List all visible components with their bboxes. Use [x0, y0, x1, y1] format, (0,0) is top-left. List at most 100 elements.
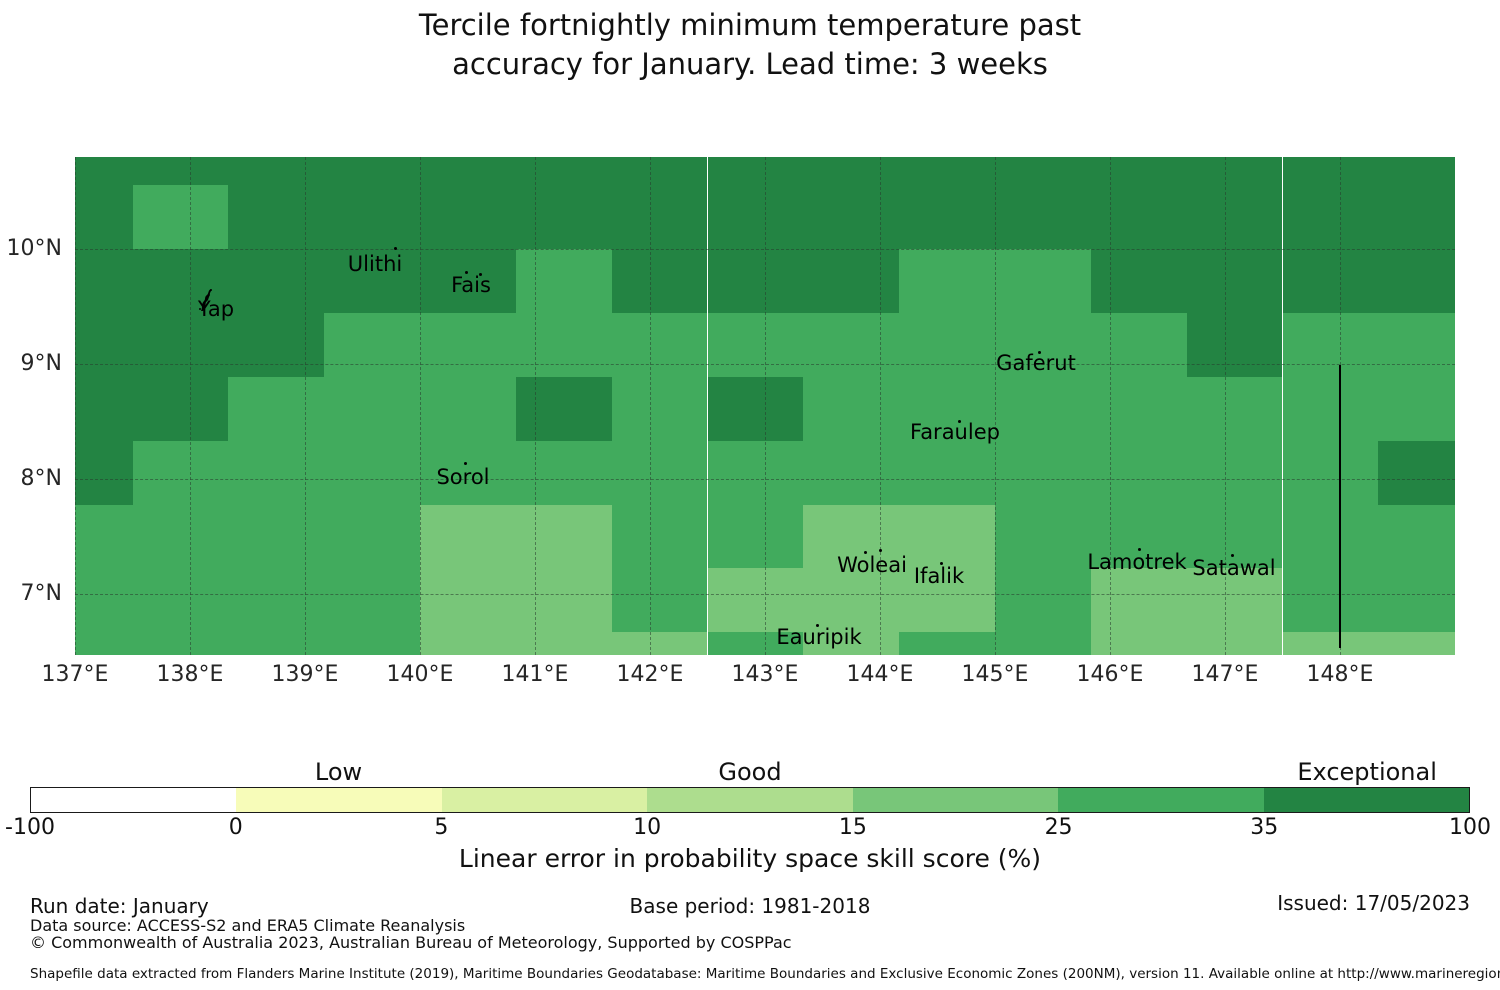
map-cell — [132, 504, 229, 569]
island-label: Sorol — [436, 465, 490, 489]
map-cell — [803, 504, 900, 569]
shapefile-attribution-text: Shapefile data extracted from Flanders M… — [30, 966, 1500, 982]
island-marker-dot — [940, 562, 943, 565]
eez-boundary-line — [1339, 365, 1341, 648]
map-cell — [324, 312, 420, 377]
map-cell — [899, 632, 995, 655]
map-cell — [1282, 568, 1379, 633]
map-cell — [1282, 157, 1379, 186]
longitude-tick-label: 140°E — [386, 662, 454, 687]
island-marker-dot — [1038, 351, 1041, 354]
colorbar-category-label: Good — [718, 758, 782, 786]
map-cell — [995, 440, 1091, 505]
copyright-text: © Commonwealth of Australia 2023, Austra… — [30, 933, 792, 952]
map-cell — [1378, 632, 1455, 655]
island-label: Satawal — [1192, 556, 1276, 580]
longitude-gridline — [1225, 157, 1226, 655]
map-cell — [75, 157, 133, 186]
latitude-gridline — [75, 479, 1455, 480]
longitude-tick-label: 148°E — [1306, 662, 1374, 687]
map-cell — [995, 632, 1091, 655]
map-cell — [1090, 185, 1187, 249]
map-cell — [420, 157, 516, 186]
map-cell — [1186, 157, 1283, 186]
map-cell — [611, 440, 708, 505]
map-cell — [707, 249, 804, 313]
run-date-text: Run date: January — [30, 894, 209, 918]
map-cell — [1282, 249, 1379, 313]
longitude-tick-label: 146°E — [1076, 662, 1144, 687]
map-cell — [132, 185, 229, 249]
island-marker-dot — [465, 271, 468, 274]
map-cell — [1090, 249, 1187, 313]
base-period-text: Base period: 1981-2018 — [629, 894, 871, 918]
map-cell — [1282, 185, 1379, 249]
map-cell — [1186, 440, 1283, 505]
map-cell — [1090, 440, 1187, 505]
island-label: Yap — [197, 297, 235, 321]
map-cell — [132, 632, 229, 655]
map-cell — [995, 376, 1091, 441]
colorbar-segment — [31, 788, 237, 812]
map-cell — [611, 504, 708, 569]
map-cell — [228, 185, 325, 249]
map-cell — [995, 504, 1091, 569]
map-cell — [803, 376, 900, 441]
latitude-gridline — [75, 364, 1455, 365]
map-cell — [1378, 376, 1455, 441]
data-source-text: Data source: ACCESS-S2 and ERA5 Climate … — [30, 916, 466, 935]
longitude-tick-label: 147°E — [1191, 662, 1259, 687]
map-cell — [420, 568, 516, 633]
map-cell — [1378, 440, 1455, 505]
map-cell — [1282, 440, 1379, 505]
longitude-tick-label: 142°E — [616, 662, 684, 687]
map-cell — [707, 504, 804, 569]
map-cell — [995, 157, 1091, 186]
longitude-gridline — [190, 157, 191, 655]
island-marker-dot — [1138, 548, 1141, 551]
island-label: Ulithi — [347, 252, 403, 276]
longitude-tick-label: 143°E — [731, 662, 799, 687]
map-cell — [1186, 185, 1283, 249]
map-cell — [515, 504, 612, 569]
map-cell — [132, 157, 229, 186]
map-cell — [707, 157, 804, 186]
map-cell — [228, 504, 325, 569]
map-cell — [132, 312, 229, 377]
map-cell — [324, 440, 420, 505]
longitude-gridline — [305, 157, 306, 655]
map-cell — [611, 376, 708, 441]
map-cell — [132, 440, 229, 505]
latitude-gridline — [75, 594, 1455, 595]
colorbar-segment — [852, 788, 1059, 812]
map-cell — [803, 568, 900, 633]
map-cell — [132, 568, 229, 633]
map-cell — [1378, 504, 1455, 569]
map-cell — [1186, 568, 1283, 633]
map-cell — [899, 312, 995, 377]
colorbar-tick-label: 0 — [228, 815, 243, 840]
map-cell — [1090, 157, 1187, 186]
colorbar-category-label: Exceptional — [1297, 758, 1437, 786]
map-cell — [803, 249, 900, 313]
map-cell — [803, 185, 900, 249]
map-cell — [1378, 157, 1455, 186]
map-cell — [228, 312, 325, 377]
map-cell — [611, 185, 708, 249]
map-cell — [995, 312, 1091, 377]
issued-date-text: Issued: 17/05/2023 — [1277, 891, 1470, 915]
map-cell — [803, 157, 900, 186]
map-cell — [1186, 249, 1283, 313]
map-cell — [899, 504, 995, 569]
chart-title: Tercile fortnightly minimum temperature … — [0, 6, 1500, 84]
map-cell — [324, 185, 420, 249]
colorbar-tick-label: 25 — [1044, 815, 1073, 840]
map-cell — [707, 376, 804, 441]
map-cell — [707, 312, 804, 377]
map-cell — [899, 157, 995, 186]
latitude-gridline — [75, 249, 1455, 250]
map-cell — [324, 568, 420, 633]
map-cell — [1186, 504, 1283, 569]
colorbar-category-label: Low — [314, 758, 363, 786]
